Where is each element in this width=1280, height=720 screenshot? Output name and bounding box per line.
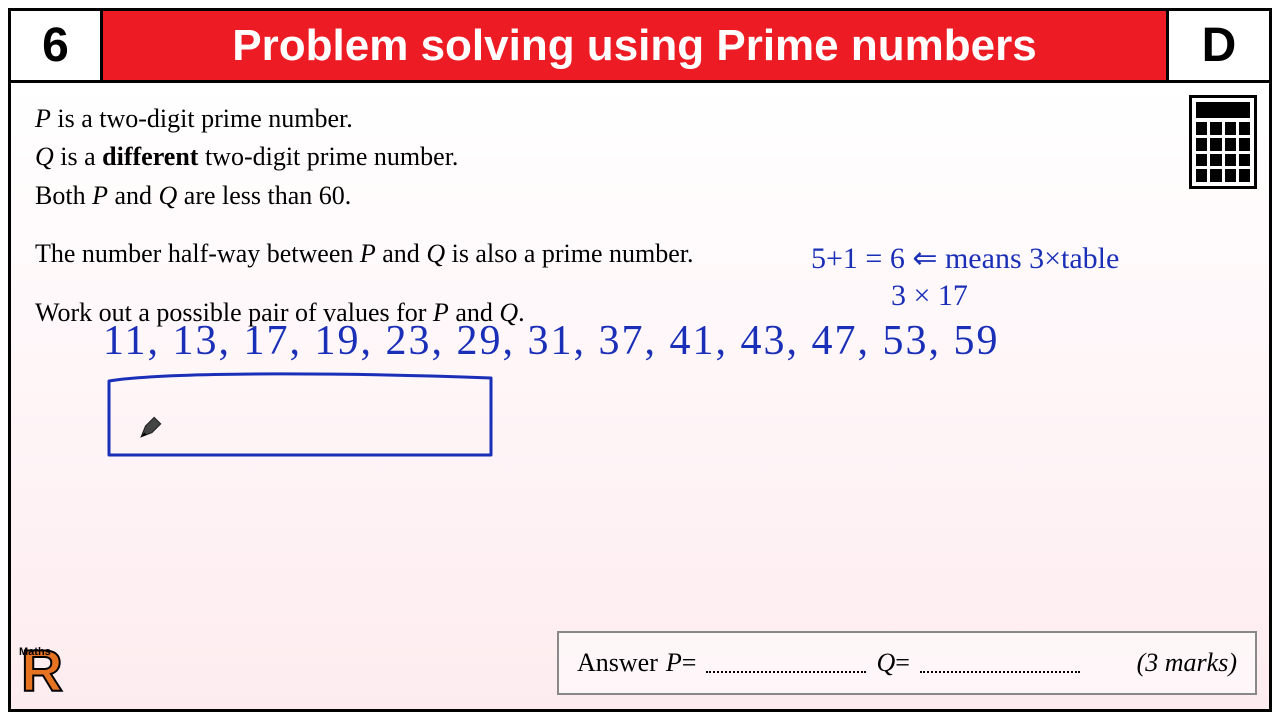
svg-text:Maths: Maths <box>19 646 51 658</box>
handwritten-note-2: 3 × 17 <box>891 279 968 313</box>
grade-letter: D <box>1169 11 1269 80</box>
variable-q: Q <box>35 142 54 171</box>
question-number: 6 <box>11 11 103 80</box>
worksheet-title: Problem solving using Prime numbers <box>103 11 1169 80</box>
question-text: P is a two-digit prime number. Q is a di… <box>35 101 1245 331</box>
answer-label: Answer <box>577 648 658 678</box>
answer-q-label: Q <box>876 648 895 678</box>
content-area: P is a two-digit prime number. Q is a di… <box>11 83 1269 709</box>
variable-p: P <box>35 104 51 133</box>
answer-p-label: P <box>666 648 682 678</box>
worksheet-frame: 6 Problem solving using Prime numbers D … <box>8 8 1272 712</box>
answer-box: Answer P = Q = (3 marks) <box>557 631 1257 695</box>
answer-q-field[interactable] <box>920 653 1080 673</box>
calculator-icon <box>1189 95 1257 189</box>
marks-label: (3 marks) <box>1137 648 1237 678</box>
header-row: 6 Problem solving using Prime numbers D <box>11 11 1269 83</box>
handwritten-primes: 11, 13, 17, 19, 23, 29, 31, 37, 41, 43, … <box>103 317 999 365</box>
pen-cursor-icon <box>139 413 165 439</box>
maths-r-logo: R Maths <box>17 635 87 705</box>
handwritten-note-1: 5+1 = 6 ⇐ means 3×table <box>811 241 1119 276</box>
answer-p-field[interactable] <box>706 653 866 673</box>
